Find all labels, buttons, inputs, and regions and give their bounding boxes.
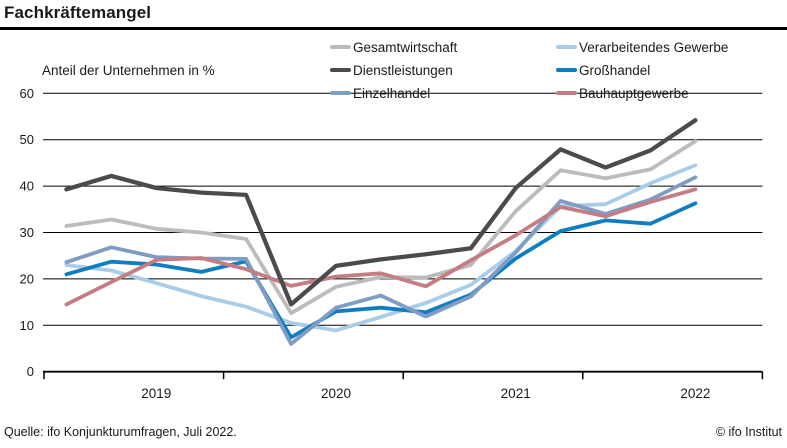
y-tick-label: 30 <box>20 225 34 240</box>
legend-item-dienstleistungen: Dienstleistungen <box>330 62 453 78</box>
y-tick-label: 40 <box>20 179 34 194</box>
series-line-gesamtwirtschaft <box>64 139 698 316</box>
series-line-dienstleistungen <box>64 118 698 307</box>
legend-swatch <box>556 68 577 72</box>
legend-item-verarbeitendes-gewerbe: Verarbeitendes Gewerbe <box>556 39 728 55</box>
legend-item-einzelhandel: Einzelhandel <box>330 85 430 101</box>
legend-swatch <box>330 68 351 72</box>
y-tick-label: 50 <box>20 132 34 147</box>
legend-label: Dienstleistungen <box>353 62 453 78</box>
legend-swatch <box>556 91 577 95</box>
title-rule <box>0 27 787 30</box>
y-tick-label: 60 <box>20 86 34 101</box>
x-tick-label: 2020 <box>321 386 351 401</box>
series-line-verarbeitendes-gewerbe <box>64 163 698 333</box>
legend-label: Gesamtwirtschaft <box>353 39 458 55</box>
x-tick-label: 2021 <box>501 386 531 401</box>
legend-swatch <box>330 91 351 95</box>
x-tick-label: 2019 <box>141 386 171 401</box>
legend-item-gesamtwirtschaft: Gesamtwirtschaft <box>330 39 457 55</box>
source-note: Quelle: ifo Konjunkturumfragen, Juli 202… <box>4 425 237 439</box>
page-title: Fachkräftemangel <box>4 3 152 22</box>
legend-item-bauhauptgewerbe: Bauhauptgewerbe <box>556 85 689 101</box>
series-line-bauhauptgewerbe <box>64 187 698 307</box>
legend-label: Verarbeitendes Gewerbe <box>579 39 729 55</box>
legend-item-gro-handel: Großhandel <box>556 62 650 78</box>
copyright-note: © ifo Institut <box>715 425 782 439</box>
y-tick-label: 20 <box>20 271 34 286</box>
y-tick-label: 10 <box>20 318 34 333</box>
legend-label: Bauhauptgewerbe <box>579 85 689 101</box>
series-line-gro-handel <box>64 201 698 340</box>
legend-label: Großhandel <box>579 62 651 78</box>
y-tick-label: 0 <box>27 364 34 379</box>
legend-swatch <box>556 45 577 49</box>
legend-label: Einzelhandel <box>353 85 431 101</box>
x-tick-label: 2022 <box>680 386 710 401</box>
legend-swatch <box>330 45 351 49</box>
chart-legend: Gesamtwirtschaft Verarbeitendes Gewerbe Di… <box>0 0 787 110</box>
chart-subtitle: Anteil der Unternehmen in % <box>42 63 215 78</box>
